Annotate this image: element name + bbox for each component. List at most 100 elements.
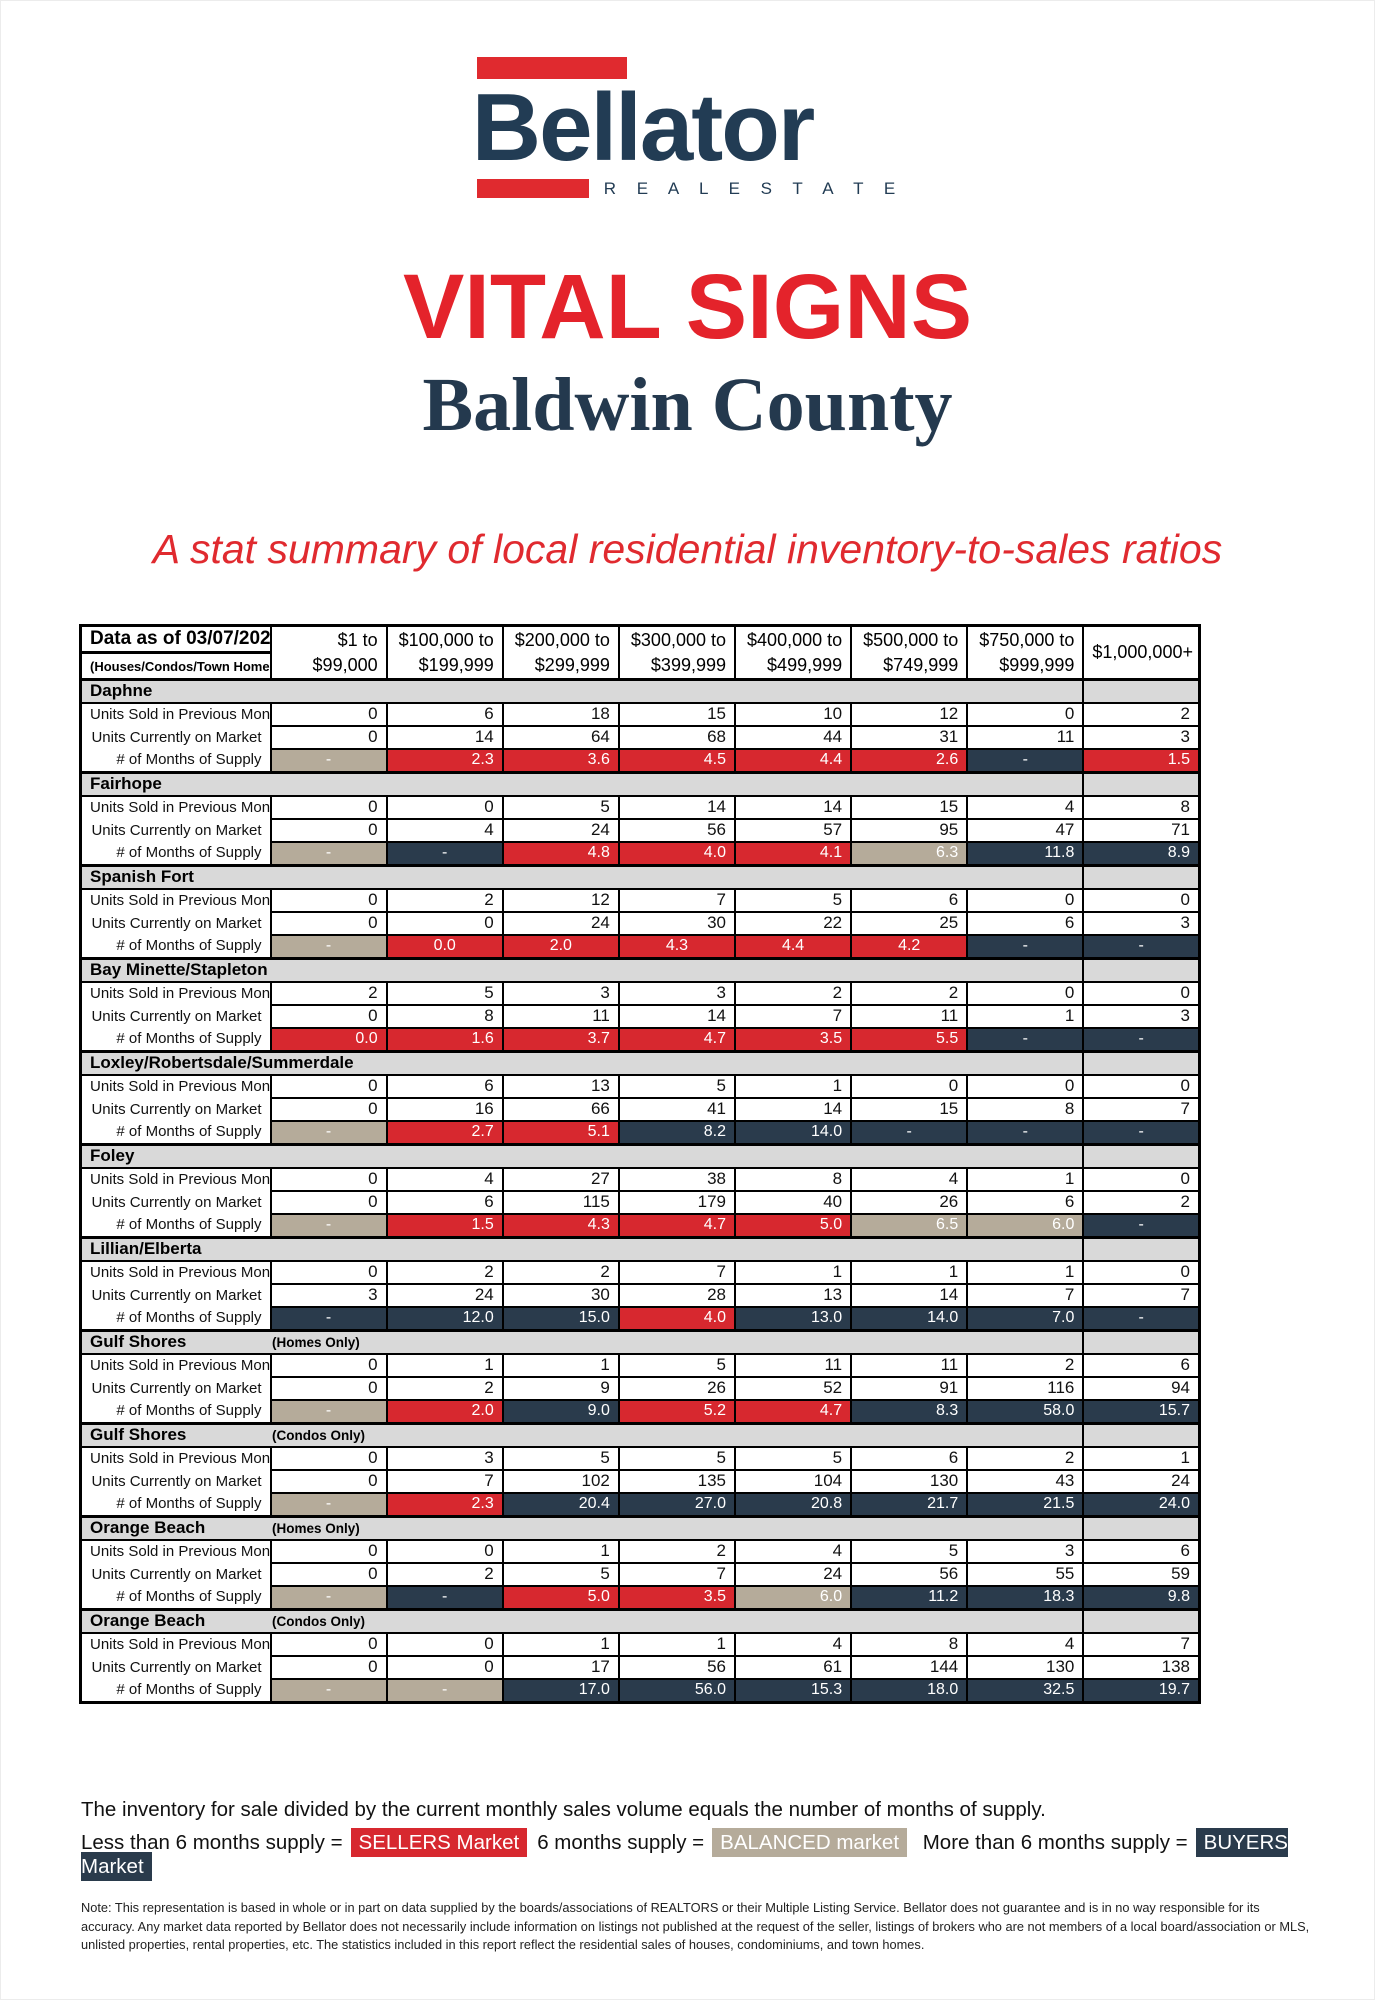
section-name: Lillian/Elberta [90, 1239, 202, 1259]
price-range-line1: $500,000 to [863, 630, 959, 651]
row-label: # of Months of Supply [116, 844, 262, 862]
units-sold-row: Units Sold in Previous Month 0 0 1 1 4 8 4 7 [81, 1631, 1201, 1657]
supply-cell: 4.5 [617, 747, 737, 774]
supply-cell: 4.7 [617, 1212, 737, 1239]
stat-cell: 0 [269, 701, 388, 727]
stat-cell: 14 [617, 1003, 737, 1029]
stat-cell: 0 [269, 1538, 388, 1564]
supply-cell: 24.0 [1082, 1491, 1201, 1518]
stat-cell: 24 [1082, 1468, 1201, 1494]
supply-formula-text: The inventory for sale divided by the cu… [81, 1798, 1046, 1821]
section-cap-cell [1082, 1236, 1200, 1262]
stat-cell: 0 [966, 887, 1085, 913]
months-supply-row: # of Months of Supply - -17.0 56.0 15.3 18.0 3… [81, 1677, 1201, 1704]
price-range-line1: $750,000 to [979, 630, 1075, 651]
stat-cell: 144 [850, 1654, 969, 1680]
price-range-line2: $99,000 [312, 654, 378, 675]
stat-cell: 0 [269, 887, 388, 913]
logo-bottom-row: R E A L E S T A T E [472, 179, 903, 199]
section-name-cell: Gulf Shores (Homes Only) [80, 1329, 1084, 1355]
price-column-header: $750,000 to $999,999 [966, 624, 1085, 681]
stat-cell: 116 [966, 1375, 1085, 1401]
section-name: Orange Beach [90, 1518, 206, 1538]
stat-cell: 13 [733, 1282, 853, 1308]
stat-cell: 10 [733, 701, 853, 727]
stat-cell: 0 [966, 980, 1085, 1006]
stat-cell: 2 [1082, 1189, 1201, 1215]
supply-cell: - [269, 1398, 388, 1425]
stat-cell: 7 [385, 1468, 504, 1494]
stat-cell: 3 [1082, 1003, 1201, 1029]
supply-cell: 4.2 [850, 933, 969, 960]
stat-cell: 0 [269, 724, 388, 750]
supply-cell: - [966, 933, 1085, 960]
logo-red-bar-top-icon [476, 57, 627, 79]
stat-cell: 56 [617, 1654, 737, 1680]
months-supply-row: # of Months of Supply -2.3 3.6 4.5 4.4 2.6-1.… [81, 747, 1201, 774]
legend-chip-tan: BALANCED market [712, 1828, 908, 1857]
section-name-cell: Orange Beach (Homes Only) [80, 1515, 1084, 1541]
stat-cell: 13 [501, 1073, 620, 1099]
legend-chip-red: SELLERS Market [350, 1828, 528, 1857]
row-label: Units Currently on Market [91, 1379, 262, 1397]
supply-cell: 3.5 [733, 1026, 853, 1053]
stat-cell: 0 [850, 1073, 969, 1099]
months-supply-row: # of Months of Supply - -4.8 4.0 4.1 6.3 11.8 8… [81, 840, 1201, 867]
row-label: # of Months of Supply [116, 1309, 262, 1327]
supply-cell: 1.5 [385, 1212, 504, 1239]
legend-text: More than 6 months supply = [917, 1831, 1188, 1854]
stat-cell: 5 [850, 1538, 969, 1564]
row-label: # of Months of Supply [116, 751, 262, 769]
row-label: Units Currently on Market [91, 1286, 262, 1304]
county-subtitle: Baldwin County [422, 362, 953, 447]
stat-cell: 4 [385, 817, 504, 843]
section-header-row: Fairhope [80, 771, 1200, 797]
units-on-market-row: Units Currently on Market 0 2 9 26 52 91 116 94 [81, 1375, 1201, 1401]
section-subtitle: (Homes Only) [272, 1521, 360, 1537]
units-on-market-row: Units Currently on Market 0 7 102 135 104 130 4… [81, 1468, 1201, 1494]
supply-cell: 1.5 [1082, 747, 1201, 774]
supply-cell: 11.2 [850, 1584, 969, 1611]
section-name-cell: Bay Minette/Stapleton [80, 957, 1084, 983]
supply-cell: - [1082, 1119, 1201, 1146]
stat-cell: 38 [617, 1166, 737, 1192]
legend-text: Less than 6 months supply = [81, 1831, 343, 1854]
price-range-line1: $100,000 to [398, 630, 494, 651]
units-sold-row: Units Sold in Previous Month 0 0 1 2 4 5 3 6 [81, 1538, 1201, 1564]
section-subtitle: (Condos Only) [272, 1614, 365, 1630]
section-name: Gulf Shores [90, 1332, 187, 1352]
section-header-row: Gulf Shores (Condos Only) [80, 1422, 1200, 1448]
legend-text: 6 months supply = [537, 1831, 705, 1854]
section-name-cell: Orange Beach (Condos Only) [80, 1608, 1084, 1634]
stat-cell: 7 [1082, 1096, 1201, 1122]
supply-cell: 5.1 [501, 1119, 620, 1146]
units-on-market-row: Units Currently on Market 0 0 17 56 61 144 130 1… [81, 1654, 1201, 1680]
stat-cell: 1 [966, 1003, 1085, 1029]
supply-cell: 11.8 [966, 840, 1085, 867]
stat-cell: 0 [1082, 1259, 1201, 1285]
stat-cell: 0 [269, 1631, 388, 1657]
stat-cell: 0 [1082, 1073, 1201, 1099]
data-as-of-label: Data as of 03/07/2025 [79, 624, 272, 654]
page-title: VITAL SIGNS [402, 255, 973, 358]
stat-cell: 14 [617, 794, 737, 820]
supply-cell: - [385, 1584, 504, 1611]
price-range-line1: $400,000 to [747, 630, 843, 651]
row-label: # of Months of Supply [116, 1030, 262, 1048]
stat-cell: 2 [385, 887, 504, 913]
supply-cell: - [850, 1119, 969, 1146]
section-cap-cell [1082, 771, 1200, 797]
units-on-market-row: Units Currently on Market 0 6 115 179 40 26 6 2 [81, 1189, 1201, 1215]
stat-cell: 5 [501, 1445, 620, 1471]
supply-cell: 17.0 [501, 1677, 620, 1704]
row-label: Units Sold in Previous Month [90, 799, 271, 816]
section-name-cell: Lillian/Elberta [80, 1236, 1084, 1262]
row-label: Units Sold in Previous Month [90, 985, 271, 1002]
supply-cell: - [966, 1026, 1085, 1053]
stat-cell: 3 [1082, 724, 1201, 750]
units-on-market-row: Units Currently on Market 0 8 11 14 7 11 1 3 [81, 1003, 1201, 1029]
stat-cell: 9 [501, 1375, 620, 1401]
stat-cell: 6 [1082, 1352, 1201, 1378]
supply-cell: 18.0 [850, 1677, 969, 1704]
